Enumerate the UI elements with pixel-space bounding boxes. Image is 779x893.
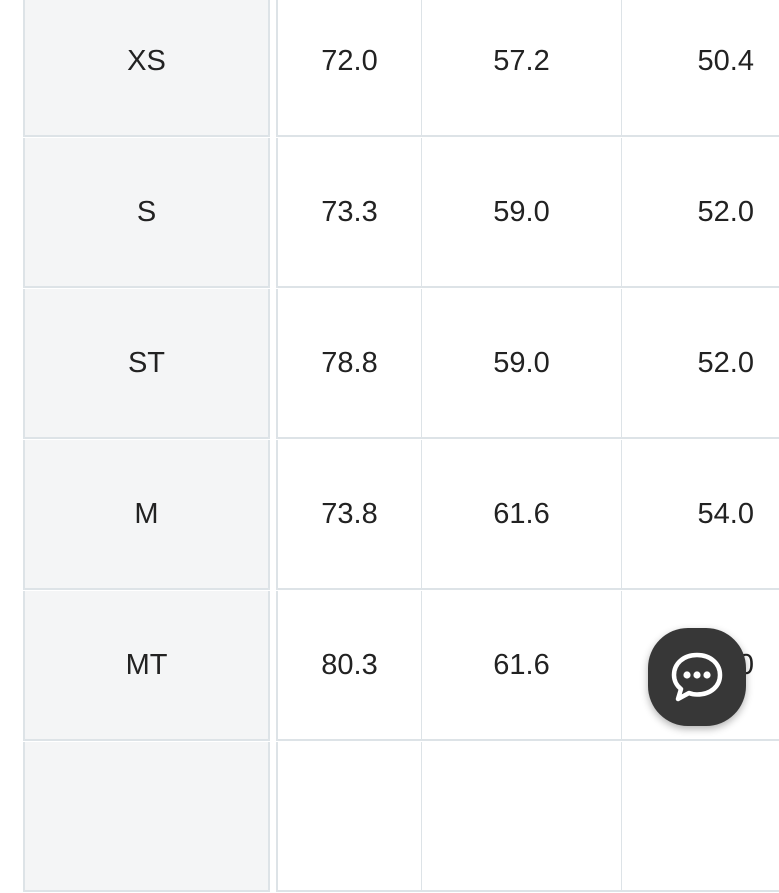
size-label-cell: M: [23, 440, 270, 590]
measurement-cell: 52.0: [622, 138, 779, 288]
size-label-cell: XS: [23, 0, 270, 137]
measurement-cell: [422, 742, 622, 892]
measurement-cell: [276, 742, 422, 892]
measurement-cell: 57.2: [422, 0, 622, 137]
measurement-cell: 59.0: [422, 289, 622, 439]
measurement-cell: 50.4: [622, 0, 779, 137]
chat-bubble-icon: [671, 652, 723, 702]
table-row: ST 78.8 59.0 52.0: [23, 289, 779, 440]
measurement-cell: [622, 742, 779, 892]
table-row: XS 72.0 57.2 50.4: [23, 0, 779, 138]
measurement-cell: 54.0: [622, 440, 779, 590]
measurement-cell: 52.0: [622, 289, 779, 439]
table-row: M 73.8 61.6 54.0: [23, 440, 779, 591]
measurement-cell: 61.6: [422, 440, 622, 590]
size-label-cell: S: [23, 138, 270, 288]
measurement-cell: 72.0: [276, 0, 422, 137]
measurement-cell: 73.8: [276, 440, 422, 590]
table-row: S 73.3 59.0 52.0: [23, 138, 779, 289]
measurement-cell: 80.3: [276, 591, 422, 741]
measurement-cell: 59.0: [422, 138, 622, 288]
size-label-cell: MT: [23, 591, 270, 741]
measurement-cell: 78.8: [276, 289, 422, 439]
size-label-cell: [23, 742, 270, 892]
size-label-cell: ST: [23, 289, 270, 439]
measurement-cell: 73.3: [276, 138, 422, 288]
measurement-cell: 61.6: [422, 591, 622, 741]
table-row: [23, 742, 779, 893]
chat-button[interactable]: [648, 628, 746, 726]
